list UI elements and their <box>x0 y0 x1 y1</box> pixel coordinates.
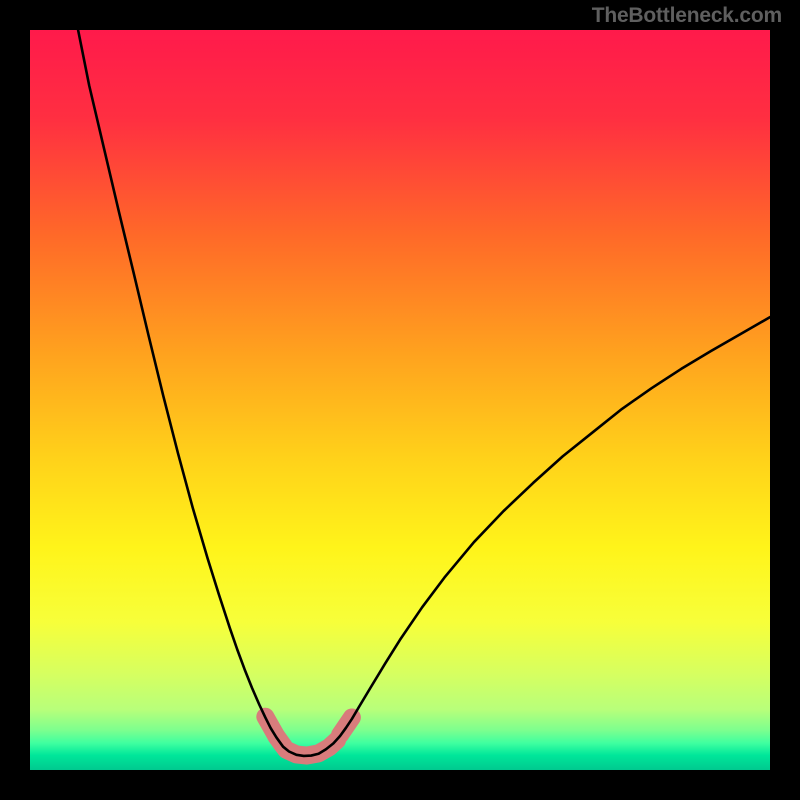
watermark-text: TheBottleneck.com <box>592 4 782 28</box>
chart-svg <box>30 30 770 770</box>
plot-area <box>30 30 770 770</box>
chart-frame: TheBottleneck.com <box>0 0 800 800</box>
gradient-background <box>30 30 770 770</box>
